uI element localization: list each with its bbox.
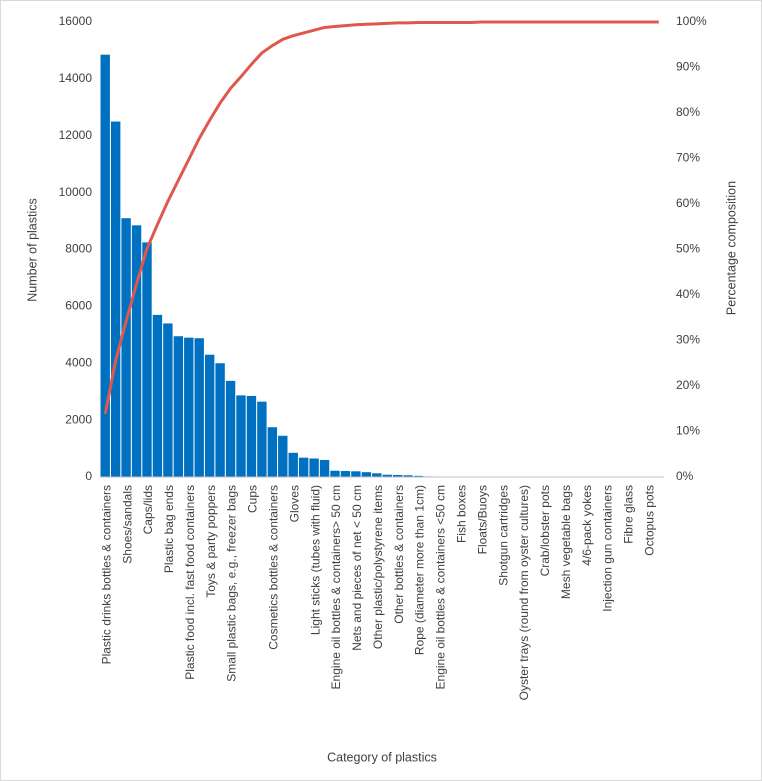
y-tick-label: 6000	[65, 299, 92, 313]
y-tick-label: 0	[85, 469, 92, 483]
bar	[382, 474, 392, 477]
x-tick-label: Shotgun cartridges	[496, 485, 510, 586]
bar	[163, 323, 173, 477]
x-tick-label: Other bottles & containers	[392, 485, 406, 624]
bar	[236, 395, 246, 477]
y-tick-label: 2000	[65, 412, 92, 426]
y-tick-label: 14000	[59, 71, 93, 85]
bar	[215, 363, 225, 477]
bar	[288, 452, 298, 477]
x-tick-label: Rope (diameter more than 1cm)	[413, 485, 427, 655]
y2-tick-label: 50%	[676, 242, 700, 256]
bar	[152, 314, 163, 477]
x-tick-label: Nets and pieces of net < 50 cm	[350, 485, 364, 651]
bar	[330, 470, 340, 477]
x-tick-label: Plastic drinks bottles & containers	[99, 485, 113, 664]
bar	[340, 471, 351, 477]
x-tick-label: 4/6-pack yokes	[580, 485, 594, 566]
x-tick-label: Gloves	[287, 485, 301, 522]
bar	[392, 475, 403, 477]
y2-tick-label: 90%	[676, 60, 700, 74]
bar	[298, 457, 309, 477]
y-tick-label: 4000	[65, 355, 92, 369]
bar	[246, 395, 257, 477]
x-tick-label: Engine oil bottles & containers> 50 cm	[329, 485, 343, 689]
x-tick-label: Small plastic bags, e.g., freezer bags	[225, 485, 239, 682]
x-tick-label: Caps/lids	[141, 485, 155, 534]
x-tick-label: Injection gun containers	[601, 485, 615, 612]
bar	[257, 401, 267, 477]
y2-axis-title: Percentage composition	[724, 181, 738, 315]
y2-tick-label: 60%	[676, 196, 700, 210]
x-tick-label: Plastic bag ends	[162, 485, 176, 573]
bar	[361, 472, 372, 477]
x-tick-label: Other plastic/polystyrene items	[371, 485, 385, 649]
y2-tick-label: 80%	[676, 105, 700, 119]
bar	[173, 336, 184, 477]
x-tick-label: Engine oil bottles & containers <50 cm	[434, 485, 448, 689]
bar	[184, 337, 194, 477]
y2-tick-label: 0%	[676, 469, 694, 483]
x-tick-label: Cups	[246, 485, 260, 513]
bar	[131, 225, 142, 477]
x-tick-label: Crab/lobster pots	[538, 485, 552, 576]
y2-tick-label: 30%	[676, 333, 700, 347]
x-tick-label: Fish boxes	[455, 485, 469, 543]
y2-tick-label: 100%	[676, 14, 707, 28]
bar	[142, 242, 152, 477]
x-tick-label: Fibre glass	[622, 485, 636, 544]
y2-tick-label: 10%	[676, 424, 700, 438]
x-tick-label: Octopus pots	[643, 485, 657, 556]
y-tick-label: 8000	[65, 242, 92, 256]
y-axis-title: Number of plastics	[25, 198, 39, 302]
x-tick-label: Floats/Buoys	[475, 485, 489, 554]
cumulative-line	[103, 20, 659, 415]
x-axis-title: Category of plastics	[327, 750, 437, 764]
x-tick-label: Shoes/sandals	[120, 485, 134, 564]
bar	[110, 121, 121, 477]
y2-tick-label: 20%	[676, 378, 700, 392]
x-tick-label: Plastic food incl. fast food containers	[183, 485, 197, 680]
y2-tick-label: 40%	[676, 287, 700, 301]
bar	[100, 54, 110, 477]
bar	[267, 427, 278, 477]
x-tick-label: Toys & party poppers	[204, 485, 218, 598]
bar	[309, 458, 319, 477]
bar	[278, 435, 288, 477]
y-tick-label: 16000	[59, 14, 93, 28]
bar	[413, 475, 424, 477]
y2-tick-label: 70%	[676, 151, 700, 165]
bar	[121, 218, 131, 477]
bar	[372, 473, 382, 477]
x-tick-label: Oyster trays (round from oyster cultures…	[517, 485, 531, 700]
y-tick-label: 10000	[59, 185, 93, 199]
bar	[351, 471, 361, 477]
y-tick-label: 12000	[59, 128, 93, 142]
x-tick-label: Cosmetics bottles & containers	[267, 485, 281, 650]
bar	[403, 475, 413, 477]
bar	[194, 338, 204, 477]
bar	[319, 459, 330, 477]
bar	[204, 354, 215, 477]
x-tick-label: Light sticks (tubes with fluid)	[308, 485, 322, 635]
x-tick-label: Mesh vegetable bags	[559, 485, 573, 599]
bar	[225, 380, 236, 477]
